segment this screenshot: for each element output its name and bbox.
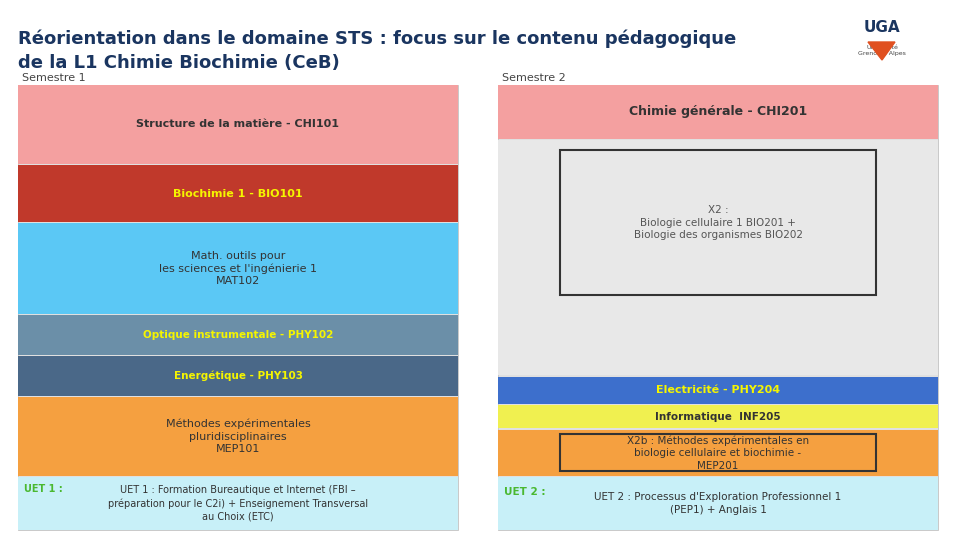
Text: Math. outils pour
les sciences et l'ingénierie 1
MAT102: Math. outils pour les sciences et l'ingé… [159, 251, 317, 286]
Text: Semestre 2: Semestre 2 [502, 73, 565, 83]
Text: Université
Grenoble Alpes: Université Grenoble Alpes [858, 45, 906, 56]
Text: Semestre 1: Semestre 1 [22, 73, 85, 83]
Text: X2 :
Biologie cellulaire 1 BIO201 +
Biologie des organismes BIO202: X2 : Biologie cellulaire 1 BIO201 + Biol… [634, 205, 803, 240]
FancyBboxPatch shape [498, 430, 938, 476]
Text: Optique instrumentale - PHY102: Optique instrumentale - PHY102 [143, 330, 333, 340]
FancyBboxPatch shape [498, 377, 938, 404]
FancyBboxPatch shape [18, 397, 458, 476]
Text: UET 1 :: UET 1 : [24, 484, 62, 494]
FancyBboxPatch shape [18, 477, 458, 530]
FancyBboxPatch shape [498, 405, 938, 428]
FancyBboxPatch shape [18, 85, 458, 164]
FancyBboxPatch shape [498, 85, 938, 139]
Text: X2b : Méthodes expérimentales en
biologie cellulaire et biochimie -
MEP201: X2b : Méthodes expérimentales en biologi… [627, 435, 809, 470]
Text: Informatique  INF205: Informatique INF205 [655, 411, 780, 422]
Text: Chimie générale - CHI201: Chimie générale - CHI201 [629, 105, 807, 118]
FancyBboxPatch shape [18, 224, 458, 314]
FancyBboxPatch shape [18, 315, 458, 355]
FancyBboxPatch shape [18, 85, 458, 530]
Text: Biochimie 1 - BIO101: Biochimie 1 - BIO101 [173, 188, 302, 199]
Text: UET 2 : Processus d'Exploration Professionnel 1
(PEP1) + Anglais 1: UET 2 : Processus d'Exploration Professi… [594, 492, 842, 515]
FancyBboxPatch shape [560, 434, 876, 471]
Text: UET 1 : Formation Bureautique et Internet (FBI –
préparation pour le C2i) + Ense: UET 1 : Formation Bureautique et Interne… [108, 485, 368, 522]
Text: Electricité - PHY204: Electricité - PHY204 [656, 385, 780, 395]
Polygon shape [868, 42, 895, 60]
FancyBboxPatch shape [18, 356, 458, 395]
FancyBboxPatch shape [498, 477, 938, 530]
FancyBboxPatch shape [498, 85, 938, 530]
FancyBboxPatch shape [498, 140, 938, 375]
FancyBboxPatch shape [560, 150, 876, 295]
Text: Structure de la matière - CHI101: Structure de la matière - CHI101 [136, 119, 340, 130]
Text: Méthodes expérimentales
pluridisciplinaires
MEP101: Méthodes expérimentales pluridisciplinai… [166, 419, 310, 454]
Text: UET 2 :: UET 2 : [504, 487, 545, 497]
FancyBboxPatch shape [18, 165, 458, 222]
Text: UGA: UGA [864, 20, 900, 35]
Text: Energétique - PHY103: Energétique - PHY103 [174, 370, 302, 381]
Text: Réorientation dans le domaine STS : focus sur le contenu pédagogique
de la L1 Ch: Réorientation dans le domaine STS : focu… [18, 30, 736, 72]
